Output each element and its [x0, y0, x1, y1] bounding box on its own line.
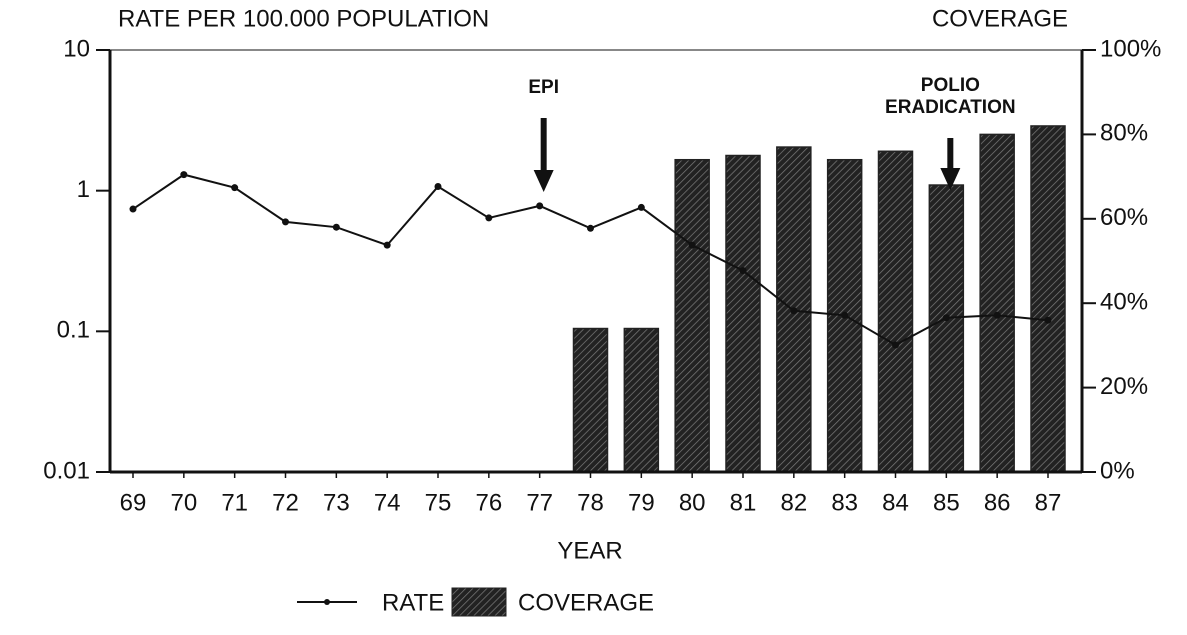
bar	[928, 184, 965, 473]
x-tick-label: 73	[323, 489, 350, 516]
y2-tick-label: 40%	[1100, 289, 1148, 316]
line-point	[1044, 316, 1052, 324]
line-point	[129, 205, 137, 213]
y2-axis-title: COVERAGE	[932, 5, 1068, 32]
line-point	[434, 183, 442, 191]
x-tick-label: 69	[120, 489, 147, 516]
x-tick-label: 79	[628, 489, 655, 516]
y2-tick-label: 20%	[1100, 373, 1148, 400]
line-point	[942, 314, 950, 322]
x-tick-label: 78	[577, 489, 604, 516]
line-point	[383, 241, 391, 249]
y2-tick-label: 100%	[1100, 35, 1161, 62]
line-point	[231, 184, 239, 192]
y-tick-label: 0.1	[57, 317, 90, 344]
line-point	[536, 202, 544, 210]
bar	[623, 327, 660, 473]
x-tick-label: 80	[679, 489, 706, 516]
line-point	[892, 341, 899, 349]
legend-marker	[324, 599, 330, 605]
y-tick-label: 10	[63, 35, 90, 62]
y2-tick-label: 60%	[1100, 204, 1148, 231]
bar	[674, 158, 710, 473]
legend-label: RATE	[382, 589, 444, 616]
bar	[877, 150, 914, 473]
x-tick-label: 77	[526, 489, 553, 516]
annotation-text: POLIO	[921, 75, 980, 96]
x-tick-label: 81	[730, 489, 757, 516]
bar	[725, 154, 761, 473]
x-tick-label: 74	[374, 489, 401, 516]
x-tick-label: 83	[831, 489, 858, 516]
bar	[572, 327, 609, 473]
line-point	[637, 203, 645, 211]
x-tick-label: 72	[272, 489, 299, 516]
x-tick-label: 86	[984, 489, 1011, 516]
annotation-arrowhead	[533, 170, 554, 192]
line-point	[587, 224, 594, 232]
line-point	[688, 241, 696, 249]
line-point	[841, 311, 849, 319]
x-tick-label: 82	[780, 489, 807, 516]
x-tick-label: 76	[475, 489, 502, 516]
bar	[979, 133, 1015, 473]
x-axis-title: YEAR	[557, 537, 622, 564]
annotation-arrowhead	[940, 168, 961, 190]
line-point	[739, 267, 747, 275]
bar	[1030, 125, 1066, 473]
x-tick-label: 87	[1035, 489, 1062, 516]
legend-label: COVERAGE	[518, 589, 654, 616]
y-tick-label: 0.01	[43, 457, 90, 484]
y-tick-label: 1	[77, 176, 90, 203]
x-tick-label: 85	[933, 489, 960, 516]
annotation-text: EPI	[528, 77, 559, 98]
x-tick-label: 75	[425, 489, 452, 516]
annotation-text: ERADICATION	[885, 97, 1016, 118]
line-point	[790, 307, 798, 315]
y2-tick-label: 80%	[1100, 120, 1148, 147]
x-tick-label: 71	[221, 489, 248, 516]
line-point	[180, 171, 188, 179]
y2-tick-label: 0%	[1100, 457, 1135, 484]
legend-swatch	[451, 587, 507, 617]
line-point	[993, 311, 1001, 319]
y-axis-title: RATE PER 100.000 POPULATION	[118, 5, 489, 32]
line-point	[282, 218, 289, 226]
line-point	[485, 214, 493, 222]
x-tick-label: 70	[170, 489, 197, 516]
line-point	[332, 223, 340, 231]
x-tick-label: 84	[882, 489, 909, 516]
